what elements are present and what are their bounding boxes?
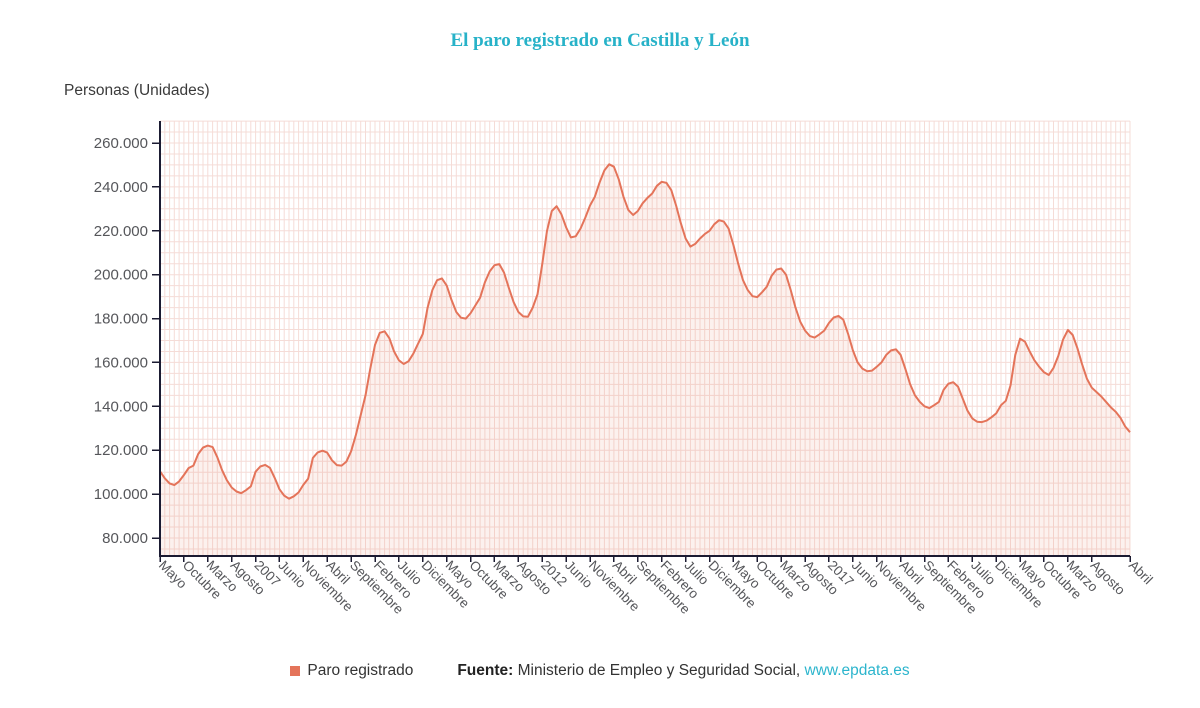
legend-label: Paro registrado <box>307 662 414 679</box>
source-prefix: Fuente: <box>457 662 514 679</box>
chart-title: El paro registrado en Castilla y León <box>450 30 750 51</box>
chart-footer: Paro registrado Fuente: Ministerio de Em… <box>0 662 1200 680</box>
y-axis-labels: 80.000 100.000 120.000 140.000 160.000 180.00… <box>94 135 160 547</box>
svg-text:200.000: 200.000 <box>94 267 148 284</box>
svg-text:260.000: 260.000 <box>94 135 148 152</box>
svg-text:180.000: 180.000 <box>94 311 148 328</box>
svg-text:220.000: 220.000 <box>94 223 148 240</box>
series-area <box>160 164 1130 557</box>
series-line <box>159 163 1131 500</box>
legend-swatch-icon <box>290 666 301 676</box>
svg-text:140.000: 140.000 <box>94 398 148 415</box>
y-axis-title: Personas (Unidades) <box>64 82 210 99</box>
svg-text:80.000: 80.000 <box>102 530 148 547</box>
legend-item[interactable]: Paro registrado <box>290 662 413 680</box>
svg-text:100.000: 100.000 <box>94 486 148 503</box>
unemployment-area-chart: 80.000 100.000 120.000 140.000 160.000 180.00… <box>94 120 1156 617</box>
source-link[interactable]: www.epdata.es <box>804 662 910 679</box>
svg-text:160.000: 160.000 <box>94 354 148 371</box>
source-line: Fuente: Ministerio de Empleo y Seguridad… <box>457 662 909 680</box>
axis-lines <box>159 121 1130 557</box>
grid-lines <box>159 120 1131 556</box>
svg-text:240.000: 240.000 <box>94 179 148 196</box>
source-text: Ministerio de Empleo y Seguridad Social, <box>513 662 805 679</box>
x-axis-labels: MayoOctubreMarzoAgosto2007JunioNoviembre… <box>156 556 1156 617</box>
svg-text:120.000: 120.000 <box>94 442 148 459</box>
